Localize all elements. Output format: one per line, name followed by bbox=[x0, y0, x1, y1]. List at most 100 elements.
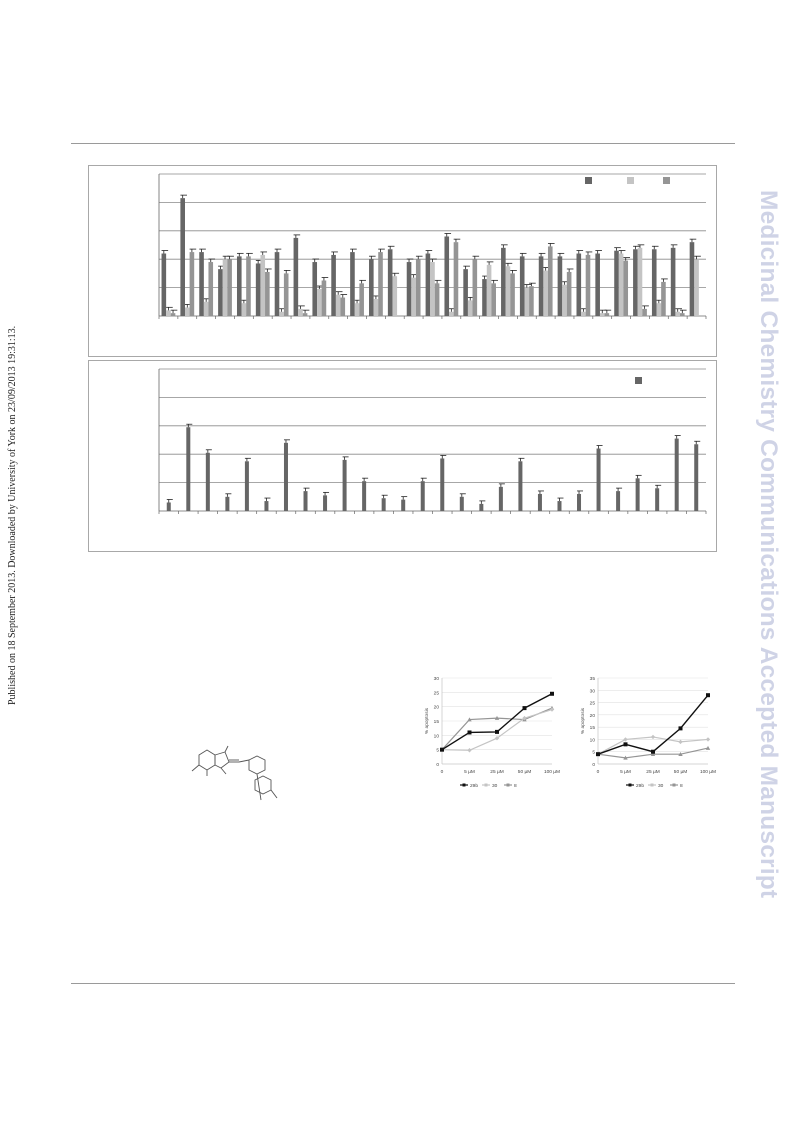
x-tick-label: 0 bbox=[441, 769, 444, 775]
bar bbox=[616, 491, 621, 511]
bar bbox=[420, 481, 425, 511]
bar bbox=[373, 298, 379, 316]
bar bbox=[331, 254, 336, 316]
y-tick-label: 25 bbox=[434, 690, 440, 696]
bar bbox=[562, 284, 567, 316]
bar bbox=[694, 444, 699, 511]
bar bbox=[538, 256, 544, 316]
x-tick-label: 100 µM bbox=[544, 769, 560, 775]
bar bbox=[236, 256, 242, 316]
bar bbox=[205, 452, 210, 511]
bar bbox=[501, 247, 506, 316]
bar bbox=[670, 247, 676, 316]
legend-marker bbox=[506, 783, 510, 787]
apoptosis-line-chart-right: 0 5 10 15 20 25 30 35 0 5 µM 25 µM 50 µM 100 µM % apo… bbox=[580, 676, 716, 789]
bar bbox=[434, 283, 440, 316]
bar bbox=[180, 198, 185, 316]
data-point bbox=[467, 730, 472, 735]
bar bbox=[186, 427, 191, 511]
legend-label: 30 bbox=[492, 783, 498, 789]
series-line bbox=[441, 708, 553, 751]
bar bbox=[199, 252, 204, 316]
bar bbox=[661, 281, 666, 316]
bar bbox=[566, 271, 572, 316]
bar bbox=[543, 270, 548, 316]
bar bbox=[557, 501, 562, 511]
bar bbox=[283, 442, 288, 511]
bottom-bar-chart-panel bbox=[88, 360, 717, 552]
legend-label: 29b bbox=[636, 783, 644, 789]
bar bbox=[354, 303, 360, 316]
bar bbox=[317, 289, 322, 316]
data-point bbox=[623, 742, 628, 747]
bar bbox=[491, 283, 496, 316]
x-tick-label: 5 µM bbox=[620, 769, 631, 775]
bar bbox=[463, 269, 468, 316]
bar bbox=[505, 266, 511, 316]
bar bbox=[222, 259, 228, 316]
bar bbox=[415, 259, 421, 316]
data-point bbox=[522, 706, 527, 711]
data-point bbox=[596, 752, 600, 757]
bar bbox=[633, 249, 638, 316]
bar bbox=[184, 307, 190, 316]
legend-swatch bbox=[585, 177, 592, 184]
bar bbox=[599, 313, 605, 316]
bar bbox=[342, 459, 347, 511]
legend-label: 29b bbox=[470, 783, 478, 789]
bar bbox=[350, 252, 355, 316]
bar bbox=[321, 280, 327, 316]
bar bbox=[312, 262, 318, 316]
bar bbox=[577, 493, 582, 511]
x-tick-label: 5 µM bbox=[464, 769, 475, 775]
bar bbox=[585, 254, 591, 316]
bar bbox=[498, 486, 503, 511]
data-point bbox=[705, 745, 711, 750]
bar bbox=[241, 303, 247, 316]
data-point bbox=[706, 693, 710, 698]
legend-swatch bbox=[663, 177, 670, 184]
top-bar-chart-panel bbox=[88, 165, 717, 357]
bar bbox=[637, 247, 643, 316]
bar bbox=[623, 260, 629, 316]
bar bbox=[689, 242, 695, 316]
chemical-structure bbox=[191, 745, 278, 801]
bar bbox=[265, 271, 270, 316]
bar bbox=[411, 277, 416, 316]
bottom-bar-chart bbox=[158, 368, 707, 514]
data-point bbox=[678, 726, 683, 731]
y-tick-label: 5 bbox=[436, 748, 439, 754]
y-tick-label: 35 bbox=[590, 676, 596, 682]
data-point bbox=[467, 717, 472, 722]
legend-marker bbox=[462, 783, 466, 787]
bar bbox=[519, 256, 525, 316]
bar bbox=[255, 263, 261, 316]
data-point bbox=[494, 715, 500, 720]
bar bbox=[302, 313, 308, 316]
download-notice-text: Published on 18 September 2013. Download… bbox=[7, 325, 18, 705]
y-axis-label: % apoptosis bbox=[580, 707, 586, 734]
bar bbox=[486, 264, 492, 316]
bar bbox=[264, 501, 269, 511]
bar bbox=[635, 478, 640, 511]
bar bbox=[581, 311, 586, 316]
bar bbox=[406, 262, 412, 316]
y-tick-label: 30 bbox=[590, 688, 596, 694]
bar bbox=[596, 448, 601, 511]
y-tick-label: 10 bbox=[590, 737, 596, 743]
data-point bbox=[678, 751, 683, 756]
bar bbox=[595, 253, 600, 316]
data-point bbox=[467, 748, 472, 753]
bar bbox=[387, 249, 393, 316]
data-point bbox=[550, 691, 554, 696]
bar bbox=[369, 259, 374, 316]
data-point bbox=[678, 739, 683, 745]
bar bbox=[218, 269, 223, 316]
legend-label: 8 bbox=[680, 783, 683, 789]
bar bbox=[444, 236, 450, 316]
bar bbox=[425, 253, 431, 316]
bar bbox=[440, 458, 445, 511]
header-rule bbox=[71, 143, 735, 144]
bar bbox=[524, 287, 530, 316]
bar bbox=[392, 276, 398, 316]
